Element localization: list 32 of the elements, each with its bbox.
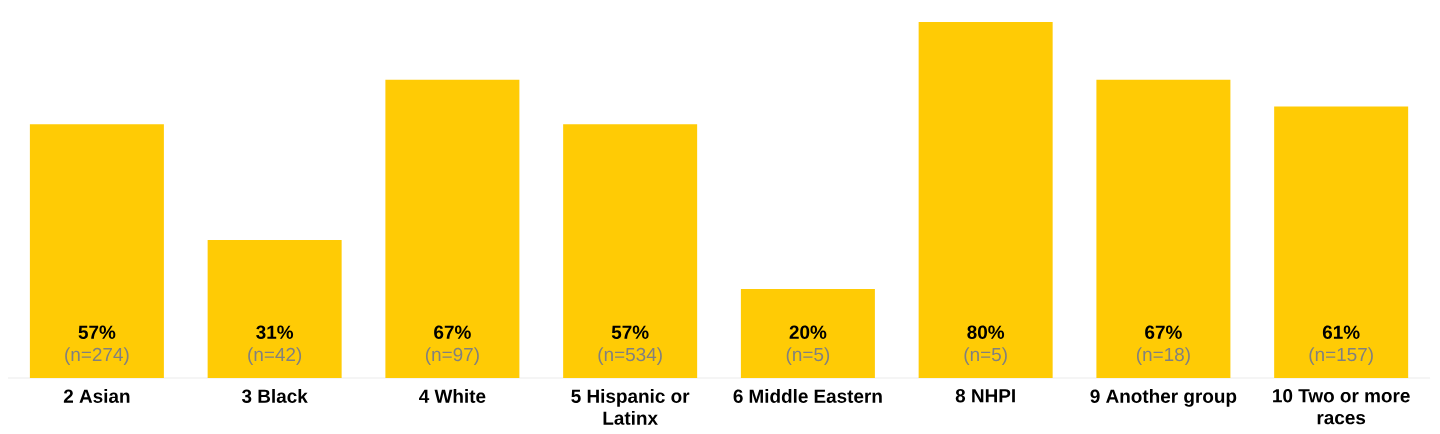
bar	[563, 124, 698, 378]
annotation: (n=42)	[248, 347, 302, 365]
data-label: 57%	[611, 325, 649, 339]
x-tick-label: 9 Another group	[1090, 389, 1237, 407]
x-tick-label: 6 Middle Eastern	[733, 389, 882, 403]
data-label: 31%	[256, 325, 294, 339]
annotation: (n=534)	[598, 347, 662, 365]
x-tick-label: 10 Two or more races	[1273, 389, 1410, 425]
annotation: (n=5)	[786, 347, 830, 365]
annotation: (n=97)	[425, 347, 479, 365]
bar	[918, 21, 1053, 378]
data-label: 57%	[78, 325, 116, 339]
bar	[740, 288, 875, 378]
bar	[29, 124, 164, 378]
bar	[1274, 106, 1409, 378]
x-tick-label: 3 Black	[241, 389, 308, 403]
annotation: (n=274)	[65, 347, 129, 365]
x-tick-label: 8 NHPI	[955, 389, 1015, 403]
x-tick-label: 5 Hispanic or Latinx	[571, 389, 690, 425]
annotation: (n=157)	[1309, 347, 1373, 365]
bar	[385, 79, 520, 378]
data-label: 80%	[967, 325, 1005, 339]
data-label: 20%	[789, 325, 827, 339]
data-label: 67%	[1145, 325, 1182, 339]
annotation: (n=5)	[964, 347, 1007, 365]
annotation: (n=18)	[1136, 347, 1190, 365]
bar	[1096, 79, 1231, 378]
x-tick-label: 4 White	[419, 389, 486, 403]
bar	[207, 240, 342, 378]
x-tick-label: 2 Asian	[63, 389, 130, 403]
data-label: 61%	[1322, 325, 1360, 339]
data-label: 67%	[434, 325, 471, 339]
